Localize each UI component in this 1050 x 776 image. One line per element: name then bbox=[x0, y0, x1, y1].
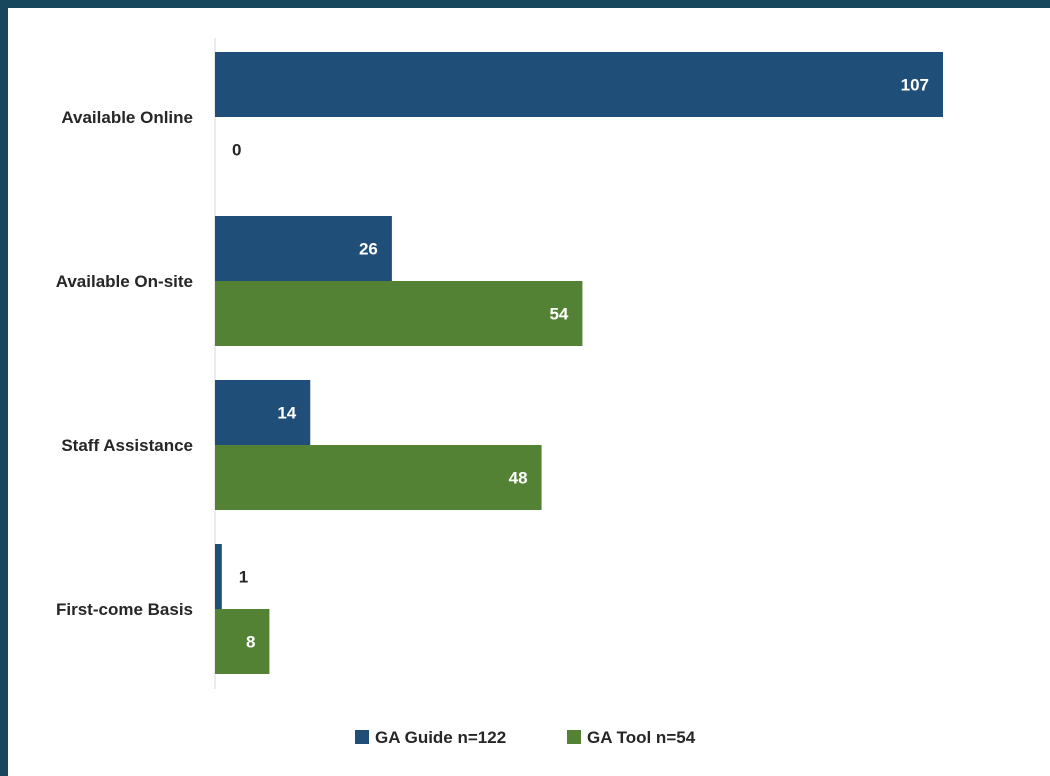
bar-ga-guide bbox=[215, 380, 311, 445]
legend-swatch bbox=[355, 730, 369, 744]
data-label: 14 bbox=[277, 404, 296, 423]
category-label: First-come Basis bbox=[56, 600, 193, 619]
data-label: 107 bbox=[901, 76, 929, 95]
legend-label: GA Tool n=54 bbox=[587, 728, 696, 747]
category-label: Available Online bbox=[61, 108, 193, 127]
bar-chart: Available Online Available On-site Staff A… bbox=[56, 38, 943, 747]
chart-frame: Available Online Available On-site Staff A… bbox=[8, 8, 1050, 776]
data-label: 1 bbox=[239, 568, 248, 587]
bar-ga-guide bbox=[215, 544, 222, 609]
bar-ga-tool bbox=[215, 609, 270, 674]
bar-ga-guide bbox=[215, 52, 943, 117]
data-label: 26 bbox=[359, 240, 378, 259]
category-label: Staff Assistance bbox=[61, 436, 193, 455]
data-label: 48 bbox=[509, 469, 528, 488]
bar-ga-tool bbox=[215, 281, 583, 346]
bar-ga-guide bbox=[215, 216, 392, 281]
legend: GA Guide n=122 GA Tool n=54 bbox=[355, 728, 696, 747]
bar-ga-tool bbox=[215, 445, 542, 510]
data-label: 0 bbox=[232, 141, 241, 160]
legend-label: GA Guide n=122 bbox=[375, 728, 506, 747]
data-label: 8 bbox=[246, 633, 255, 652]
data-label: 54 bbox=[549, 305, 568, 324]
category-label: Available On-site bbox=[56, 272, 193, 291]
legend-swatch bbox=[567, 730, 581, 744]
